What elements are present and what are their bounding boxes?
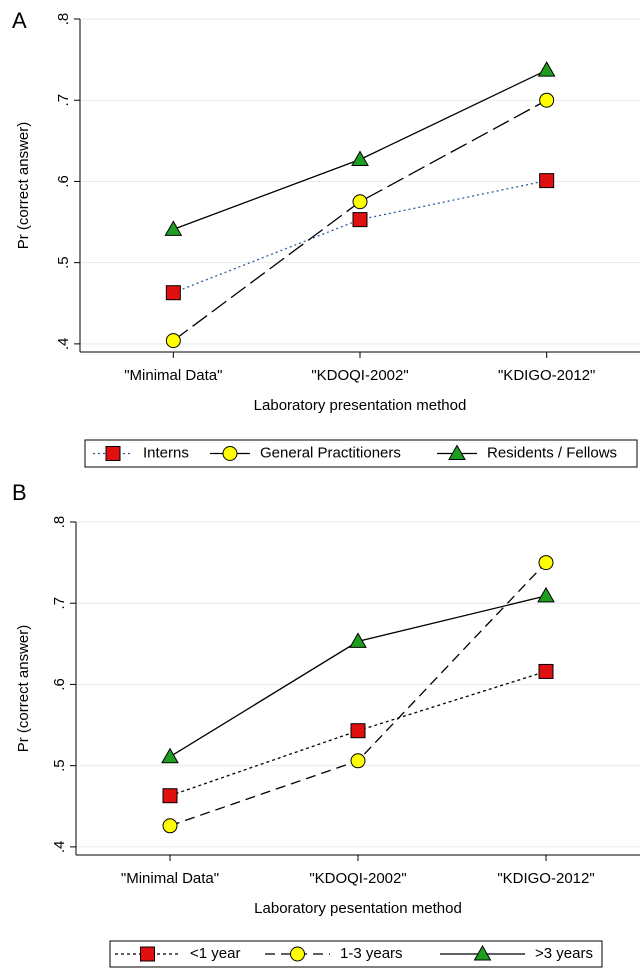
y-tick-label: .5 [55, 256, 72, 269]
legend-marker [140, 946, 155, 962]
point-marker [537, 586, 555, 603]
point-marker [162, 788, 178, 804]
x-tick-label: "Minimal Data" [121, 870, 219, 887]
x-tick-label: "KDOQI-2002" [309, 870, 406, 887]
y-tick-label: .4 [51, 841, 68, 854]
point-marker [165, 285, 181, 301]
y-tick-label: .6 [55, 175, 72, 188]
point-marker [539, 173, 555, 189]
legend-label: General Practitioners [260, 444, 401, 461]
legend-marker [473, 944, 492, 961]
y-tick-label: .4 [55, 338, 72, 351]
legend-label: >3 years [535, 945, 593, 962]
point-marker [350, 723, 366, 739]
point-marker [352, 212, 368, 228]
series-line [169, 562, 547, 827]
legend-marker [105, 446, 121, 461]
point-marker [538, 663, 554, 679]
point-marker [352, 194, 368, 210]
legend-marker [290, 946, 305, 962]
y-tick-label: .6 [51, 678, 68, 691]
y-axis-title: Pr (correct answer) [15, 625, 32, 753]
panel-label: B [12, 480, 27, 505]
point-marker [161, 747, 179, 764]
x-axis-title: Laboratory presentation method [254, 397, 467, 414]
legend-label: 1-3 years [340, 945, 403, 962]
x-tick-label: "KDIGO-2012" [497, 870, 594, 887]
legend-label: <1 year [190, 945, 240, 962]
panel-label: A [12, 8, 27, 33]
legend-marker [222, 446, 238, 461]
legend-marker [448, 444, 466, 460]
x-tick-label: "Minimal Data" [124, 367, 222, 384]
legend-label: Interns [143, 444, 189, 461]
y-tick-label: .8 [51, 516, 68, 529]
point-marker [165, 333, 181, 349]
point-marker [164, 220, 183, 236]
point-marker [350, 753, 366, 769]
point-marker [162, 818, 178, 834]
point-marker [538, 555, 554, 571]
legend-label: Residents / Fellows [487, 444, 617, 461]
x-tick-label: "KDOQI-2002" [311, 367, 408, 384]
y-tick-label: .7 [51, 597, 68, 610]
y-tick-label: .5 [51, 759, 68, 772]
point-marker [537, 61, 556, 77]
x-tick-label: "KDIGO-2012" [498, 367, 595, 384]
y-axis-title: Pr (correct answer) [15, 122, 32, 250]
y-tick-label: .7 [55, 94, 72, 107]
legend-box [84, 439, 638, 468]
y-tick-label: .8 [55, 13, 72, 26]
point-marker [539, 92, 555, 108]
x-axis-title: Laboratory pesentation method [254, 900, 462, 917]
point-marker [349, 632, 367, 648]
point-marker [351, 150, 369, 167]
